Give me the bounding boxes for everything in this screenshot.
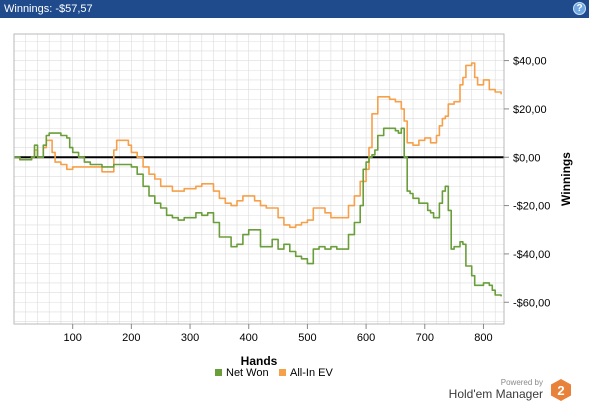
legend-label-net-won: Net Won [226, 367, 269, 378]
powered-by-text: Powered by [500, 378, 543, 387]
series-line-all-in-ev [14, 62, 502, 229]
x-tick-label: 500 [298, 332, 316, 344]
y-tick-label: -$40,00 [513, 249, 550, 261]
x-tick-label: 800 [474, 332, 492, 344]
x-axis-ticks: 100 200 300 400 500 600 700 800 [64, 324, 493, 344]
hem-logo-badge: 2 [551, 379, 571, 401]
series-line-net-won [14, 127, 502, 297]
y-tick-label: -$20,00 [513, 201, 550, 213]
help-icon[interactable]: ? [573, 2, 586, 15]
hem-logo-text: Hold'em Manager [448, 387, 543, 401]
y-tick-label: $20,00 [513, 104, 547, 116]
x-axis-label: Hands [241, 354, 278, 368]
legend-swatch-net-won [215, 369, 222, 376]
chart-series [14, 62, 502, 297]
x-tick-label: 200 [122, 332, 140, 344]
title-bar: Winnings: -$57,57 ? [0, 0, 589, 18]
x-tick-label: 100 [64, 332, 82, 344]
branding: Powered by Hold'em Manager 2 [421, 378, 581, 404]
y-tick-label: $0,00 [513, 152, 541, 164]
winnings-chart: 100 200 300 400 500 600 700 800 $40,00 $20,00 $0,… [13, 33, 573, 378]
x-tick-label: 700 [416, 332, 434, 344]
y-tick-label: -$60,00 [513, 297, 550, 309]
x-tick-label: 300 [181, 332, 199, 344]
x-tick-label: 600 [357, 332, 375, 344]
legend-label-all-in-ev: All-In EV [290, 367, 333, 378]
y-tick-label: $40,00 [513, 56, 547, 68]
legend: Net Won All-In EV [215, 367, 333, 378]
y-axis-ticks: $40,00 $20,00 $0,00 -$20,00 -$40,00 -$60,00 [504, 56, 550, 309]
chart-grid [13, 34, 504, 324]
y-axis-label: Winnings [559, 152, 573, 206]
page-title: Winnings: -$57,57 [4, 3, 93, 15]
plot-frame [13, 33, 505, 325]
legend-swatch-all-in-ev [279, 369, 286, 376]
x-tick-label: 400 [240, 332, 258, 344]
